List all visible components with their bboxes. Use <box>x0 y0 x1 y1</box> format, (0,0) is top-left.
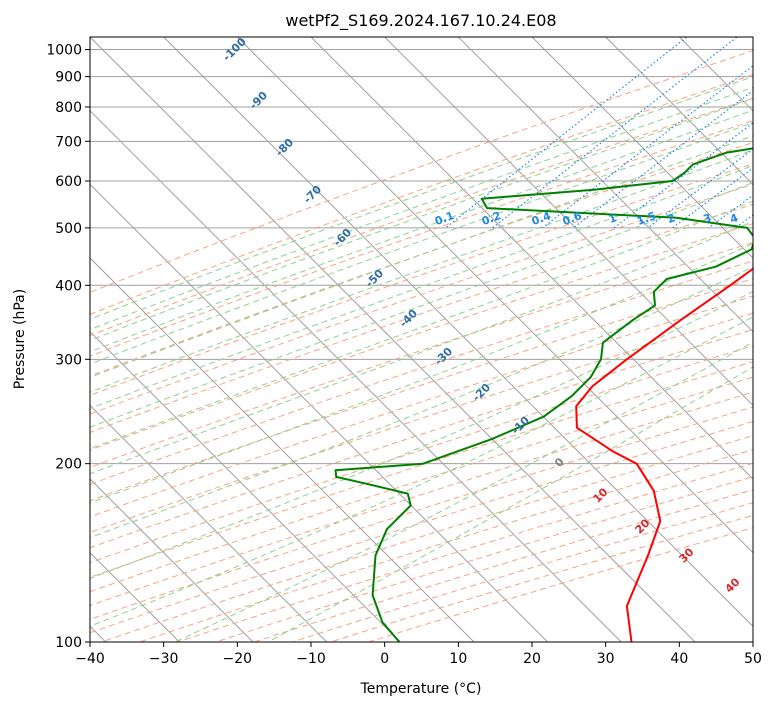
dewpoint-profile <box>334 147 753 642</box>
isotherm-line <box>236 37 753 554</box>
moist-adiabat-line <box>90 135 753 378</box>
isotherm-line <box>605 37 753 186</box>
y-tick-label: 200 <box>55 457 82 473</box>
x-tick-label: −20 <box>223 651 253 667</box>
plot-frame <box>89 36 754 643</box>
x-tick-label: −10 <box>296 651 326 667</box>
x-tick-label: 40 <box>670 651 688 667</box>
moist-adiabat-line <box>90 122 753 365</box>
isotherm-line <box>384 37 753 407</box>
dry-adiabat-line <box>90 260 753 485</box>
mixing-ratio-line <box>445 37 688 229</box>
y-tick-label: 400 <box>55 278 82 294</box>
isotherm-line <box>90 478 254 642</box>
dry-adiabat-line <box>90 391 753 607</box>
moist-adiabat-line <box>173 341 753 642</box>
y-axis: 100 200 300 400 500 600 700 800 900 1000 <box>46 43 90 651</box>
isotherm-line <box>310 37 753 480</box>
y-tick-label: 700 <box>55 134 82 150</box>
isotherm-line <box>90 37 696 642</box>
mixing-ratio-line <box>542 65 753 229</box>
x-tick-label: 50 <box>744 651 762 667</box>
x-axis-label: Temperature (°C) <box>360 681 482 697</box>
dry-adiabat-line <box>90 97 753 337</box>
dry-adiabat-line <box>90 241 753 469</box>
dry-adiabat-line <box>90 50 753 293</box>
mixing-ratio-line <box>492 37 738 229</box>
y-tick-label: 100 <box>55 635 82 651</box>
moist-adiabat-line <box>90 76 753 320</box>
x-tick-label: −30 <box>149 651 179 667</box>
x-tick-label: −40 <box>75 651 105 667</box>
mixing-ratio-label: 1 <box>607 211 619 226</box>
isotherm-line <box>531 37 753 259</box>
moist-adiabat-line <box>90 220 753 475</box>
moist-adiabat-line <box>90 164 753 410</box>
y-tick-label: 800 <box>55 100 82 116</box>
mixing-ratio-label: 3 <box>702 211 714 226</box>
dry-adiabat-line <box>90 163 753 396</box>
y-tick-label: 900 <box>55 70 82 86</box>
moist-adiabat-line <box>90 316 753 627</box>
isotherm-line <box>90 183 549 642</box>
mixing-ratio-lines <box>445 37 753 229</box>
isotherm-line <box>163 37 753 628</box>
isotherm-line <box>90 404 328 642</box>
x-tick-label: 20 <box>523 651 541 667</box>
dry-adiabat-line <box>90 203 753 433</box>
dry-adiabat-line <box>90 120 753 357</box>
y-tick-label: 500 <box>55 221 82 237</box>
chart-title: wetPf2_S169.2024.167.10.24.E08 <box>285 11 556 31</box>
dry-adiabats <box>90 50 753 642</box>
moist-adiabat-line <box>90 98 753 341</box>
moist-adiabat-line <box>90 200 753 450</box>
dry-adiabat-line <box>90 329 753 549</box>
isotherm-line <box>90 257 475 642</box>
dry-adiabat-line <box>90 142 753 377</box>
x-tick-label: 10 <box>449 651 467 667</box>
y-tick-label: 600 <box>55 174 82 190</box>
grid <box>90 37 753 642</box>
y-tick-label: 1000 <box>46 43 82 59</box>
mixing-ratio-line <box>613 122 753 229</box>
mixing-ratio-label: 0.6 <box>561 209 584 228</box>
x-tick-label: 30 <box>597 651 615 667</box>
isotherm-line <box>90 109 622 642</box>
isotherm-line <box>457 37 753 333</box>
isotherm-line <box>90 330 401 642</box>
y-tick-label: 300 <box>55 352 82 368</box>
mixing-ratio-label: 0.4 <box>530 209 553 228</box>
mixing-ratio-label: 0.2 <box>480 209 503 228</box>
profiles <box>334 147 753 642</box>
mixing-ratio-label: 4 <box>728 211 740 226</box>
x-axis: −40 −30 −20 −10 0 10 20 30 40 50 <box>75 642 762 667</box>
mixing-ratio-label: 1.5 <box>635 209 658 228</box>
x-tick-label: 0 <box>380 651 389 667</box>
temperature-profile <box>575 267 753 642</box>
dry-adiabat-line <box>90 361 753 578</box>
mixing-ratio-label: 0.1 <box>433 209 456 228</box>
dry-adiabat-line <box>90 295 753 518</box>
y-axis-label: Pressure (hPa) <box>12 289 28 389</box>
mixing-ratio-label: 2 <box>665 211 677 226</box>
moist-adiabats <box>90 76 753 642</box>
